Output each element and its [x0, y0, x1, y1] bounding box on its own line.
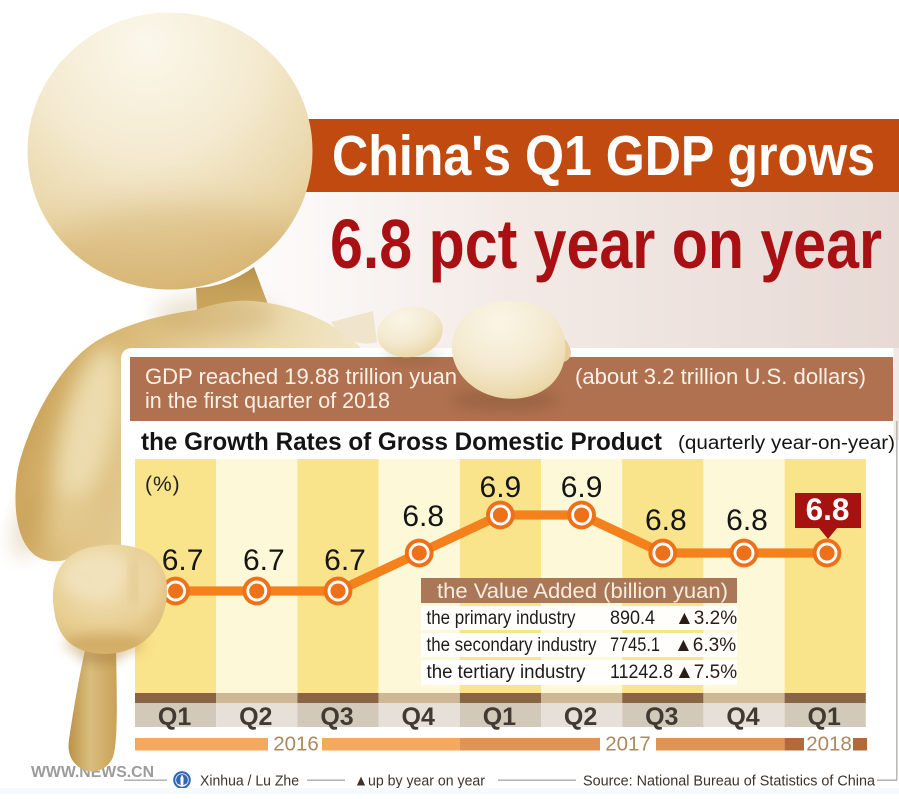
svg-text:the secondary industry: the secondary industry: [427, 635, 597, 656]
svg-text:China's Q1 GDP grows: China's Q1 GDP grows: [332, 124, 875, 188]
svg-text:Q1: Q1: [483, 703, 516, 731]
svg-text:(%): (%): [145, 473, 181, 496]
svg-text:890.4: 890.4: [610, 608, 655, 629]
svg-text:6.9: 6.9: [561, 471, 603, 504]
svg-text:Q3: Q3: [320, 703, 353, 731]
svg-text:in the first quarter of 2018: in the first quarter of 2018: [145, 388, 390, 413]
svg-text:6.7: 6.7: [324, 544, 366, 577]
svg-text:Q2: Q2: [239, 703, 272, 731]
svg-text:6.7: 6.7: [243, 544, 285, 577]
svg-text:6.8: 6.8: [806, 491, 850, 527]
svg-text:Q4: Q4: [402, 703, 435, 731]
svg-text:7745.1: 7745.1: [610, 635, 660, 656]
svg-text:6.8: 6.8: [402, 500, 444, 533]
svg-text:Q4: Q4: [726, 703, 759, 731]
svg-text:2018: 2018: [806, 733, 852, 756]
svg-text:11242.8: 11242.8: [610, 662, 673, 683]
svg-text:▲up by year on year: ▲up by year on year: [354, 773, 485, 790]
svg-text:Q1: Q1: [808, 703, 841, 731]
svg-text:the primary industry: the primary industry: [427, 608, 576, 629]
svg-text:Source: National Bureau of Sta: Source: National Bureau of Statistics of…: [583, 773, 876, 790]
svg-text:2016: 2016: [273, 733, 319, 756]
svg-text:▲6.3%: ▲6.3%: [674, 635, 736, 656]
svg-text:▲7.5%: ▲7.5%: [675, 662, 737, 683]
svg-text:6.9: 6.9: [480, 471, 522, 504]
svg-text:(quarterly year-on-year): (quarterly year-on-year): [678, 433, 895, 454]
svg-text:6.8: 6.8: [726, 504, 768, 537]
svg-text:6.7: 6.7: [162, 544, 204, 577]
svg-text:GDP reached 19.88 trillion yua: GDP reached 19.88 trillion yuan: [145, 364, 457, 389]
svg-text:the tertiary industry: the tertiary industry: [427, 662, 586, 683]
svg-text:6.8 pct year on year: 6.8 pct year on year: [330, 205, 882, 283]
svg-text:2017: 2017: [605, 733, 651, 756]
svg-text:6.8: 6.8: [645, 504, 687, 537]
svg-text:▲3.2%: ▲3.2%: [675, 608, 737, 629]
svg-text:Q3: Q3: [645, 703, 678, 731]
svg-text:Q2: Q2: [564, 703, 597, 731]
svg-text:the Value Added (billion yuan): the Value Added (billion yuan): [437, 580, 728, 603]
svg-text:Q1: Q1: [158, 703, 191, 731]
svg-text:(about 3.2 trillion U.S. dolla: (about 3.2 trillion U.S. dollars): [575, 364, 866, 389]
svg-text:the Growth Rates of Gross Dome: the Growth Rates of Gross Domestic Produ…: [141, 428, 663, 456]
svg-text:Xinhua / Lu Zhe: Xinhua / Lu Zhe: [200, 773, 299, 790]
